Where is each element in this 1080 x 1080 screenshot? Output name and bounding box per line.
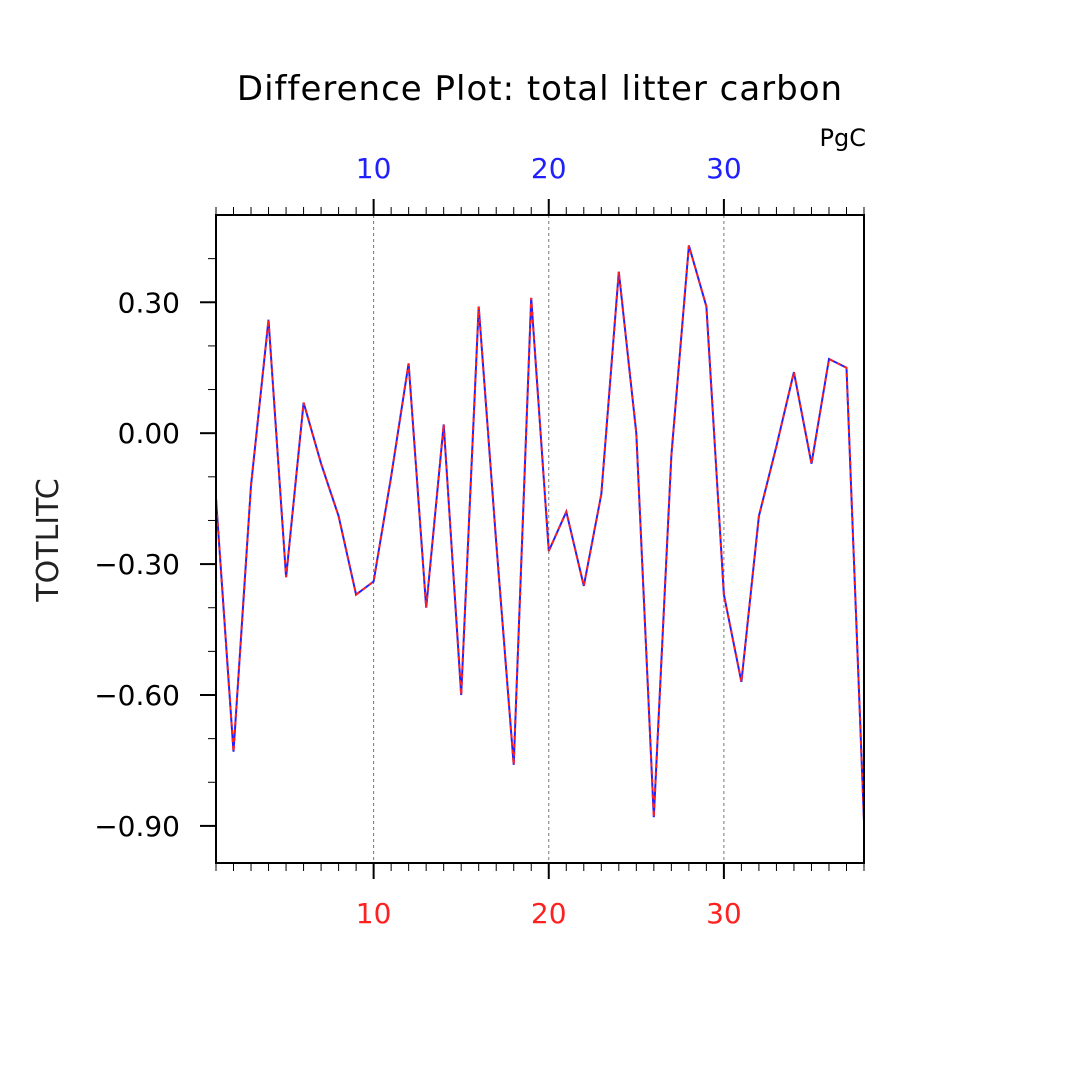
y-tick-label: −0.60	[94, 679, 180, 712]
units-label: PgC	[820, 124, 866, 152]
plot-frame	[215, 214, 865, 864]
series-line-2	[215, 245, 865, 822]
x-tick-label-bottom: 20	[531, 897, 567, 930]
series-line-1	[215, 245, 865, 822]
series-lines	[215, 245, 865, 822]
y-tick-label: 0.30	[118, 286, 180, 319]
axis-ticks	[200, 199, 865, 879]
tick-labels: 10 10 20 20 30 30 0.30 0.00 −0.30 −0.60 −0.90	[94, 152, 742, 930]
x-tick-label-bottom: 30	[706, 897, 742, 930]
x-tick-label-bottom: 10	[356, 897, 392, 930]
y-axis-label: TOTLITC	[31, 478, 66, 602]
x-tick-label-top: 20	[531, 152, 567, 185]
chart-title: Difference Plot: total litter carbon	[237, 69, 843, 109]
y-tick-label: −0.90	[94, 810, 180, 843]
y-tick-label: 0.00	[118, 417, 180, 450]
x-tick-label-top: 10	[356, 152, 392, 185]
x-tick-label-top: 30	[706, 152, 742, 185]
y-tick-label: −0.30	[94, 548, 180, 581]
